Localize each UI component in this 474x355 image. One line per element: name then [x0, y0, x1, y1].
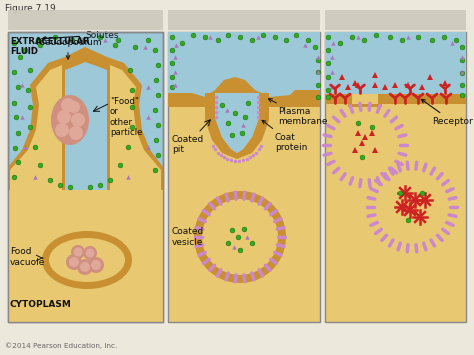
Circle shape [330, 110, 400, 180]
Circle shape [71, 245, 85, 259]
Ellipse shape [51, 95, 89, 145]
Polygon shape [205, 93, 269, 159]
Text: ©2014 Pearson Education, Inc.: ©2014 Pearson Education, Inc. [5, 342, 117, 349]
Polygon shape [8, 190, 163, 322]
Text: Coated
vesicle: Coated vesicle [172, 227, 204, 247]
Text: Pseudopodium: Pseudopodium [35, 38, 101, 59]
Circle shape [83, 246, 97, 260]
Bar [168, 32, 320, 322]
Circle shape [69, 126, 83, 140]
Text: CYTOPLASM: CYTOPLASM [10, 300, 72, 309]
Ellipse shape [49, 238, 125, 282]
Polygon shape [352, 94, 378, 104]
Text: "Food"
or
other
particle: "Food" or other particle [110, 97, 143, 137]
Circle shape [73, 247, 82, 257]
Polygon shape [215, 93, 259, 153]
Circle shape [88, 257, 104, 273]
Bar [325, 10, 466, 30]
Polygon shape [65, 47, 107, 190]
Circle shape [69, 257, 79, 267]
Circle shape [374, 169, 450, 245]
Bar [325, 32, 466, 97]
Circle shape [194, 191, 286, 283]
Circle shape [202, 199, 278, 275]
Text: Food
vacuole: Food vacuole [10, 247, 46, 267]
Text: Coated
pit: Coated pit [172, 135, 204, 154]
Text: EXTRACELLULAR
FLUID: EXTRACELLULAR FLUID [10, 37, 90, 56]
Polygon shape [107, 57, 163, 322]
Bar [8, 10, 163, 30]
Polygon shape [85, 47, 107, 70]
Polygon shape [10, 65, 62, 322]
Bar [325, 94, 466, 104]
Polygon shape [348, 94, 382, 107]
Ellipse shape [42, 231, 132, 289]
Text: Plasma
membrane: Plasma membrane [268, 99, 328, 126]
Circle shape [55, 123, 69, 137]
Polygon shape [65, 47, 85, 70]
Bar [325, 32, 466, 322]
Text: Receptor: Receptor [421, 99, 473, 126]
Circle shape [57, 110, 71, 124]
Circle shape [61, 98, 75, 112]
Circle shape [91, 260, 101, 270]
Bar [168, 10, 320, 30]
Polygon shape [168, 77, 320, 107]
Circle shape [66, 254, 82, 270]
Circle shape [77, 259, 93, 275]
Polygon shape [110, 65, 161, 322]
Circle shape [80, 262, 90, 272]
Circle shape [85, 248, 94, 257]
Bar [8, 32, 163, 322]
Circle shape [68, 101, 80, 113]
Bar [168, 32, 320, 100]
Text: Coat
protein: Coat protein [262, 120, 307, 152]
Text: Solutes: Solutes [42, 31, 118, 40]
Text: Figure 7.19: Figure 7.19 [5, 4, 56, 13]
Circle shape [71, 113, 85, 127]
Polygon shape [8, 57, 65, 322]
Bar [8, 32, 163, 322]
